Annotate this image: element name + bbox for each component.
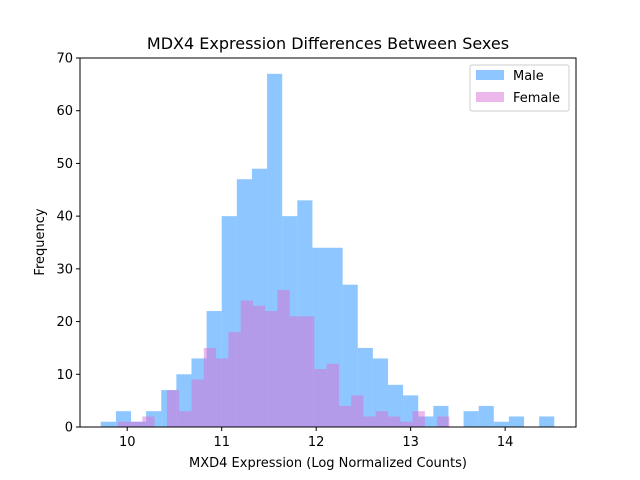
legend: Male Female [469,64,570,112]
female-bar-0 [117,421,131,427]
female-bar-22 [387,416,401,427]
female-bar-10 [240,300,253,427]
female-bar-15 [302,316,315,427]
legend-swatch-male [476,70,504,80]
legend-swatch-female [476,92,504,102]
female-bar-7 [203,347,217,427]
female-bars [117,289,450,427]
female-bar-18 [338,405,352,427]
y-axis-ticks: 0 10 20 30 40 50 60 70 [56,52,80,436]
female-bar-2 [142,416,155,427]
x-tick-label: 10 [119,435,136,450]
male-bar-26 [493,421,509,427]
female-bar-6 [191,379,204,427]
x-axis-label: MXD4 Expression (Log Normalized Counts) [189,456,467,471]
female-bar-14 [289,316,303,427]
male-bar-27 [508,416,525,427]
male-bar-29 [539,416,555,427]
female-bar-5 [179,411,192,427]
y-tick-label: 40 [56,210,73,225]
male-bar-16 [342,284,358,427]
y-tick-label: 10 [56,368,73,383]
female-bar-24 [412,411,425,427]
plot-frame [79,57,577,428]
female-bar-9 [228,332,241,427]
female-bar-19 [351,395,364,427]
x-tick-label: 14 [497,435,514,450]
male-bar-25 [478,405,494,427]
y-tick-label: 50 [56,157,73,172]
male-bar-21 [418,416,434,427]
female-bar-23 [400,421,413,427]
x-tick-label: 12 [308,435,325,450]
female-bar-11 [252,305,266,427]
x-axis-ticks: 10 11 12 13 14 [119,427,513,450]
male-bar-0 [100,421,116,427]
female-bar-21 [375,411,388,427]
y-tick-label: 20 [56,315,73,330]
y-tick-label: 30 [56,262,73,277]
legend-label-male: Male [513,69,544,84]
y-tick-label: 70 [56,52,73,67]
x-tick-label: 13 [402,435,419,450]
female-bar-8 [216,358,229,427]
female-bar-20 [363,416,376,427]
female-bar-26 [437,416,450,427]
male-bar-18 [372,358,388,427]
female-bar-12 [265,311,278,427]
y-tick-label: 60 [56,104,73,119]
female-bar-17 [326,363,339,427]
chart-title: MDX4 Expression Differences Between Sexe… [147,34,509,53]
female-bar-13 [277,289,290,427]
female-bar-1 [130,421,143,427]
y-axis-label: Frequency [33,208,48,275]
female-bar-16 [314,369,327,427]
x-tick-label: 11 [213,435,230,450]
male-bar-24 [463,411,479,427]
y-tick-label: 0 [65,421,73,436]
legend-label-female: Female [513,91,560,106]
female-bar-4 [166,390,180,427]
